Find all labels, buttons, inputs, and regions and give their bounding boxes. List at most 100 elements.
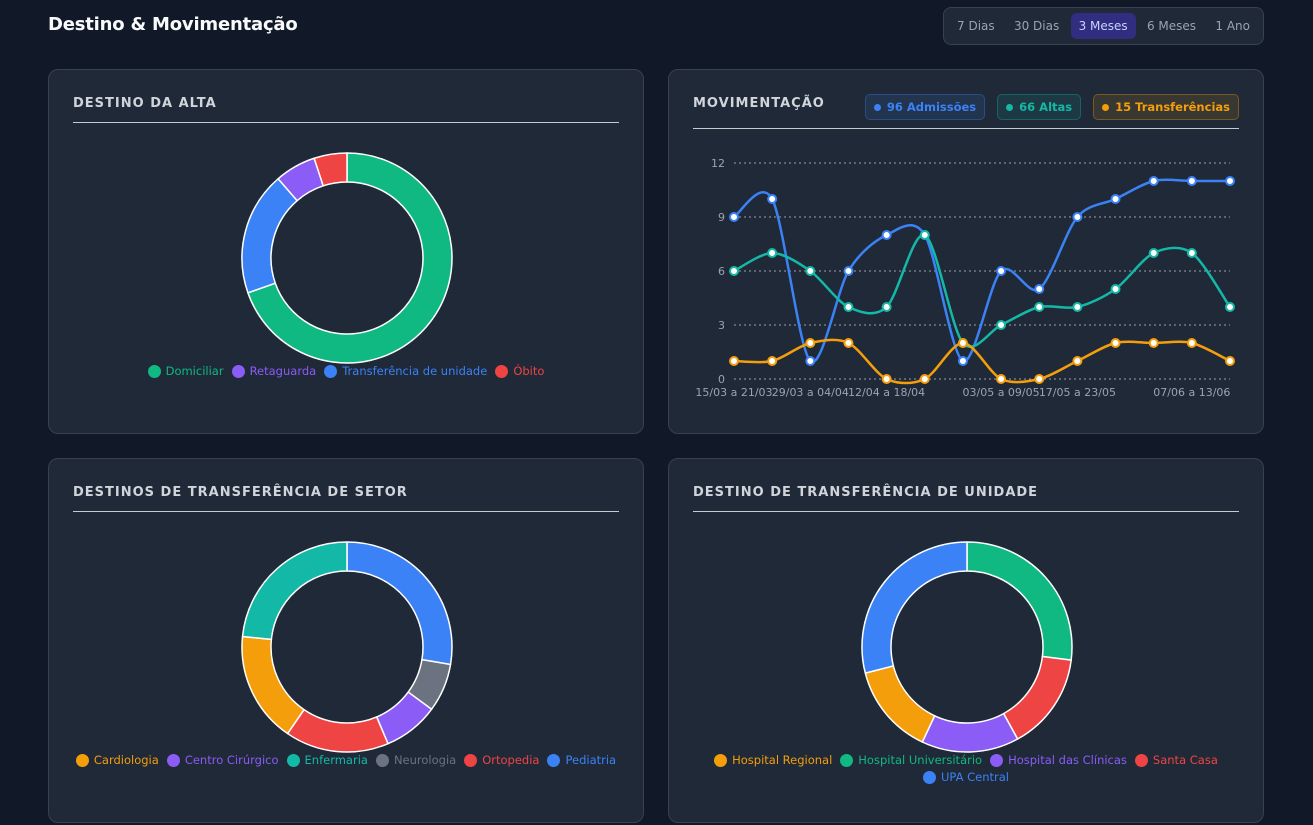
data-point-altas[interactable] — [1225, 302, 1235, 312]
slice-obito[interactable] — [313, 152, 348, 187]
data-point-transferencias[interactable] — [805, 338, 816, 348]
data-point-transferencias[interactable] — [729, 356, 739, 366]
legend-item-hospital-das-clinicas[interactable]: Hospital das Clínicas — [990, 753, 1127, 767]
slice-transferencia-de-unidade[interactable] — [241, 178, 298, 294]
data-point-altas[interactable] — [1186, 248, 1197, 258]
data-point-admissoes[interactable] — [1072, 212, 1083, 222]
data-point-transferencias[interactable] — [1110, 338, 1121, 348]
legend-item-upa-central[interactable]: UPA Central — [922, 770, 1009, 784]
data-point-transferencias[interactable] — [1072, 356, 1083, 366]
data-point-altas[interactable] — [1034, 302, 1045, 312]
data-point-altas[interactable] — [729, 266, 739, 276]
x-tick-label: 17/05 a 23/05 — [1039, 386, 1116, 399]
legend-dot-icon — [495, 364, 509, 378]
slice-hospital-regional[interactable] — [864, 665, 936, 743]
data-point-admissoes[interactable] — [881, 230, 892, 240]
slice-cardiologia[interactable] — [241, 635, 305, 735]
legend-item-hospital-regional[interactable]: Hospital Regional — [714, 753, 832, 767]
card-title: DESTINOS DE TRANSFERÊNCIA DE SETOR — [73, 485, 408, 500]
legend-label: Retaguarda — [249, 364, 317, 378]
data-point-admissoes[interactable] — [1110, 194, 1121, 204]
legend-item-neurologia[interactable]: Neurologia — [375, 753, 456, 767]
data-point-admissoes[interactable] — [729, 212, 739, 222]
range-6-months[interactable]: 6 Meses — [1146, 19, 1197, 33]
donut-chart-destino-alta — [241, 152, 453, 364]
slice-upa-central[interactable] — [861, 541, 968, 674]
slice-domiciliar[interactable] — [247, 152, 453, 364]
range-7-days[interactable]: 7 Dias — [957, 19, 995, 33]
legend-item-obito[interactable]: Óbito — [495, 364, 544, 378]
legend-dot-icon — [75, 753, 89, 767]
data-point-altas[interactable] — [881, 302, 892, 312]
data-point-admissoes[interactable] — [957, 356, 968, 366]
y-tick-label: 3 — [718, 319, 725, 332]
x-tick-label: 29/03 a 04/04 — [772, 386, 849, 399]
legend-item-ortopedia[interactable]: Ortopedia — [464, 753, 539, 767]
legend-dot-icon — [324, 364, 338, 378]
data-point-admissoes[interactable] — [996, 266, 1007, 276]
data-point-altas[interactable] — [996, 320, 1007, 330]
data-point-admissoes[interactable] — [1148, 176, 1159, 186]
legend-destino-alta: Domiciliar Retaguarda Transferência de uni… — [69, 364, 623, 378]
data-point-admissoes[interactable] — [767, 194, 778, 204]
data-point-altas[interactable] — [1148, 248, 1159, 258]
data-point-transferencias[interactable] — [957, 338, 968, 348]
data-point-altas[interactable] — [1110, 284, 1121, 294]
slice-enfermaria[interactable] — [241, 541, 348, 641]
legend-item-cardiologia[interactable]: Cardiologia — [75, 753, 159, 767]
card-title: MOVIMENTAÇÃO — [693, 96, 825, 111]
data-point-admissoes[interactable] — [1034, 284, 1045, 294]
legend-transferencia-unidade: Hospital Regional Hospital Universitário H… — [689, 753, 1243, 784]
badge-transferencias[interactable]: 15 Transferências — [1093, 94, 1239, 120]
data-point-altas[interactable] — [843, 302, 854, 312]
legend-dot-icon — [547, 753, 561, 767]
legend-item-pediatria[interactable]: Pediatria — [547, 753, 616, 767]
legend-item-enfermaria[interactable]: Enfermaria — [286, 753, 368, 767]
data-point-altas[interactable] — [805, 266, 816, 276]
range-3-months[interactable]: 3 Meses — [1070, 13, 1136, 39]
data-point-admissoes[interactable] — [843, 266, 854, 276]
badge-label: 15 Transferências — [1115, 100, 1230, 114]
slice-hospital-universitario[interactable] — [966, 541, 1073, 661]
legend-label: Óbito — [513, 364, 545, 378]
legend-item-santa-casa[interactable]: Santa Casa — [1134, 753, 1218, 767]
legend-item-domiciliar[interactable]: Domiciliar — [147, 364, 224, 378]
data-point-altas[interactable] — [767, 248, 778, 258]
y-tick-label: 9 — [718, 211, 725, 224]
range-30-days[interactable]: 30 Dias — [1013, 19, 1060, 33]
slice-pediatria[interactable] — [346, 541, 453, 666]
legend-item-centro-cirurgico[interactable]: Centro Cirúrgico — [166, 753, 279, 767]
data-point-transferencias[interactable] — [767, 356, 778, 366]
badge-admissoes[interactable]: 96 Admissões — [864, 94, 986, 120]
data-point-transferencias[interactable] — [996, 374, 1007, 384]
data-point-transferencias[interactable] — [1148, 338, 1159, 348]
slice-hospital-das-clinicas[interactable] — [921, 712, 1019, 753]
data-point-transferencias[interactable] — [881, 374, 892, 384]
card-movimentacao: MOVIMENTAÇÃO 96 Admissões 66 Altas 15 Tr… — [668, 69, 1264, 434]
legend-item-hospital-universitario[interactable]: Hospital Universitário — [840, 753, 982, 767]
card-divider — [693, 511, 1239, 512]
line-chart-movimentacao: 0 3 6 9 12 15/03 a 21/03 29/03 a 04/04 12/04 a … — [695, 157, 1235, 399]
data-point-transferencias[interactable] — [919, 374, 930, 384]
legend-dot-icon — [464, 753, 478, 767]
data-point-transferencias[interactable] — [843, 338, 854, 348]
card-transferencia-unidade: DESTINO DE TRANSFERÊNCIA DE UNIDADE Hosp… — [668, 458, 1264, 823]
legend-item-retaguarda[interactable]: Retaguarda — [231, 364, 317, 378]
slice-santa-casa[interactable] — [1002, 655, 1072, 740]
data-point-transferencias[interactable] — [1034, 374, 1045, 384]
data-point-transferencias[interactable] — [1225, 356, 1235, 366]
x-tick-label: 03/05 a 09/05 — [963, 386, 1040, 399]
data-point-admissoes[interactable] — [1186, 176, 1197, 186]
badge-altas[interactable]: 66 Altas — [997, 94, 1082, 120]
data-point-admissoes[interactable] — [1225, 176, 1235, 186]
data-point-altas[interactable] — [919, 230, 930, 240]
time-range-selector: 7 Dias 30 Dias 3 Meses 6 Meses 1 Ano — [943, 7, 1264, 45]
legend-item-transferencia-de-unidade[interactable]: Transferência de unidade — [324, 364, 487, 378]
page-title: Destino & Movimentação — [48, 14, 298, 35]
data-point-admissoes[interactable] — [805, 356, 816, 366]
data-point-transferencias[interactable] — [1186, 338, 1197, 348]
data-point-altas[interactable] — [1072, 302, 1083, 312]
range-1-year[interactable]: 1 Ano — [1215, 19, 1250, 33]
slice-ortopedia[interactable] — [286, 708, 389, 753]
card-destino-alta: DESTINO DA ALTA Domiciliar Retaguarda Tran… — [48, 69, 644, 434]
